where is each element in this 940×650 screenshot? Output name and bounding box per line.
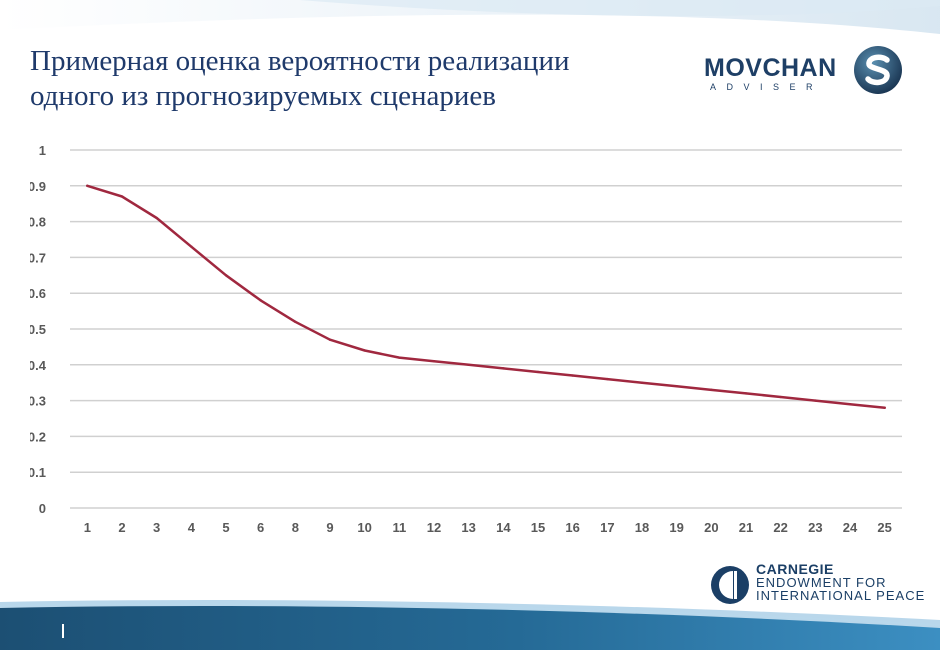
x-tick-label: 8 bbox=[292, 520, 299, 535]
x-tick-label: 17 bbox=[600, 520, 614, 535]
x-tick-label: 1 bbox=[84, 520, 91, 535]
data-point bbox=[155, 216, 158, 220]
x-tick-label: 11 bbox=[392, 520, 406, 535]
y-tick-label: 0.4 bbox=[30, 358, 47, 373]
x-axis-ticks: 1 2 3 4 5 6 8 9 10 11 12 13 14 15 16 17 18 19 20 21 22 23 24 25 bbox=[84, 520, 892, 535]
series-line bbox=[86, 184, 886, 410]
x-tick-label: 15 bbox=[531, 520, 545, 535]
x-tick-label: 3 bbox=[153, 520, 160, 535]
data-point bbox=[640, 381, 644, 384]
data-point bbox=[779, 395, 782, 399]
x-tick-label: 14 bbox=[496, 520, 511, 535]
data-point bbox=[467, 363, 470, 366]
movchan-logo-subtitle: ADVISER bbox=[710, 82, 824, 92]
x-tick-label: 21 bbox=[739, 520, 753, 535]
carnegie-line-1: CARNEGIE bbox=[756, 561, 834, 577]
series-layer bbox=[86, 184, 886, 410]
data-point bbox=[502, 367, 505, 370]
x-tick-label: 5 bbox=[222, 520, 229, 535]
slide-title-line-1: Примерная оценка вероятности реализации bbox=[30, 45, 570, 77]
y-axis-ticks: 0 0.1 0.2 0.3 0.4 0.5 0.6 0.7 0.8 0.9 1 bbox=[30, 143, 47, 516]
data-point bbox=[398, 356, 401, 359]
slide-title-line-2: одного из прогнозируемых сценариев bbox=[30, 80, 496, 112]
footer-band bbox=[0, 600, 940, 650]
y-tick-label: 0.2 bbox=[30, 429, 46, 444]
data-point bbox=[120, 195, 124, 198]
carnegie-endowment-logo: CARNEGIE ENDOWMENT FOR INTERNATIONAL PEA… bbox=[710, 561, 926, 607]
x-tick-label: 23 bbox=[808, 520, 822, 535]
y-tick-label: 0.8 bbox=[30, 215, 46, 230]
x-tick-label: 19 bbox=[669, 520, 683, 535]
data-point bbox=[536, 370, 540, 374]
data-point bbox=[432, 360, 436, 363]
grid-lines bbox=[70, 149, 902, 509]
data-point bbox=[259, 299, 262, 302]
data-point bbox=[606, 377, 609, 381]
data-point bbox=[571, 374, 574, 377]
movchan-adviser-logo: MOVCHAN ADVISER bbox=[700, 42, 910, 98]
y-tick-label: 0 bbox=[39, 501, 46, 516]
y-tick-label: 0.3 bbox=[30, 394, 46, 409]
x-tick-label: 4 bbox=[188, 520, 196, 535]
data-point bbox=[190, 245, 193, 248]
carnegie-line-3: INTERNATIONAL PEACE bbox=[756, 588, 926, 603]
data-point bbox=[675, 385, 678, 388]
data-point bbox=[710, 388, 713, 392]
data-point bbox=[848, 402, 852, 406]
x-tick-label: 18 bbox=[635, 520, 649, 535]
x-tick-label: 9 bbox=[326, 520, 333, 535]
x-tick-label: 22 bbox=[773, 520, 787, 535]
x-tick-label: 16 bbox=[565, 520, 579, 535]
y-tick-label: 0.7 bbox=[30, 250, 46, 265]
data-point bbox=[814, 399, 817, 402]
x-tick-label: 10 bbox=[357, 520, 371, 535]
data-point bbox=[294, 320, 297, 324]
movchan-s-emblem-icon bbox=[854, 46, 902, 94]
x-tick-label: 25 bbox=[877, 520, 891, 535]
y-tick-label: 0.9 bbox=[30, 179, 46, 194]
y-tick-label: 0.6 bbox=[30, 286, 46, 301]
data-point bbox=[328, 338, 332, 341]
x-tick-label: 6 bbox=[257, 520, 264, 535]
data-point bbox=[363, 349, 366, 352]
x-tick-label: 13 bbox=[461, 520, 475, 535]
x-tick-label: 12 bbox=[427, 520, 441, 535]
slide-title: Примерная оценка вероятности реализации … bbox=[30, 44, 690, 114]
carnegie-line-2: ENDOWMENT FOR bbox=[756, 575, 887, 590]
header-swoosh bbox=[0, 0, 940, 34]
x-tick-label: 24 bbox=[843, 520, 858, 535]
y-tick-label: 0.5 bbox=[30, 322, 46, 337]
data-point bbox=[883, 406, 886, 409]
y-tick-label: 1 bbox=[39, 143, 46, 158]
movchan-logo-word: MOVCHAN bbox=[704, 54, 837, 82]
data-point bbox=[744, 392, 748, 395]
carnegie-emblem-icon bbox=[711, 566, 749, 604]
data-point bbox=[86, 184, 89, 187]
y-tick-label: 0.1 bbox=[30, 465, 46, 480]
page-number-mark bbox=[62, 624, 64, 638]
x-tick-label: 2 bbox=[118, 520, 125, 535]
x-tick-label: 20 bbox=[704, 520, 718, 535]
data-point bbox=[224, 274, 228, 277]
probability-line-chart: 00.10.20.30.40.50.60.70.80.91 1 2 3 4 5 6 8 9 10… bbox=[30, 143, 902, 535]
